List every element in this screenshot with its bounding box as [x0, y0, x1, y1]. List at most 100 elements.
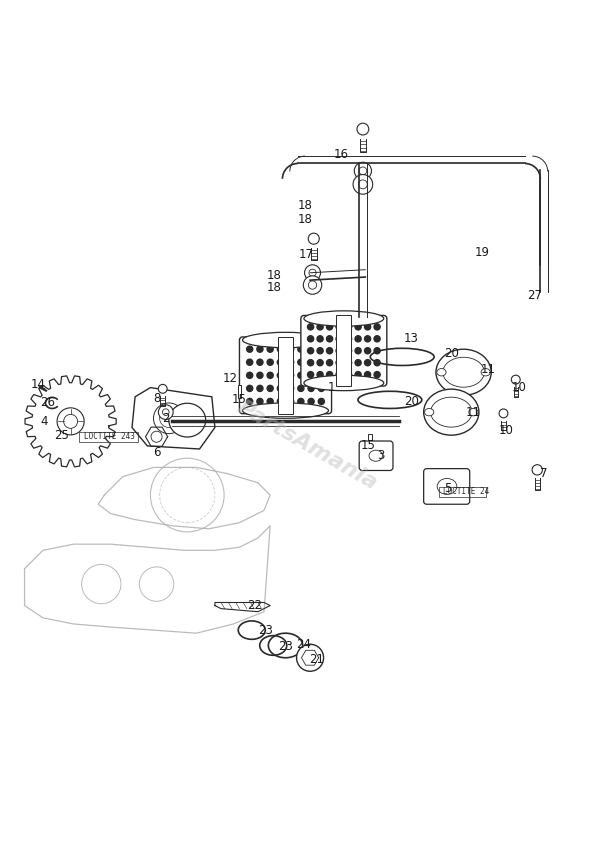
Text: 7: 7 [540, 467, 547, 480]
Text: LOCTITE 24: LOCTITE 24 [443, 487, 489, 497]
Circle shape [353, 174, 373, 194]
Text: 18: 18 [267, 268, 282, 282]
Circle shape [278, 372, 284, 379]
Circle shape [298, 386, 304, 392]
Circle shape [374, 372, 380, 378]
Circle shape [267, 372, 273, 379]
Bar [368, 433, 372, 445]
Circle shape [327, 336, 333, 342]
Circle shape [317, 336, 323, 342]
Circle shape [318, 359, 324, 365]
Circle shape [158, 404, 173, 420]
Circle shape [317, 324, 323, 330]
Circle shape [365, 336, 371, 342]
FancyBboxPatch shape [301, 315, 387, 386]
Text: 20: 20 [404, 395, 419, 408]
Circle shape [267, 386, 273, 392]
Ellipse shape [243, 403, 328, 418]
Circle shape [365, 348, 371, 354]
Circle shape [346, 336, 352, 342]
Text: 14: 14 [31, 378, 45, 391]
FancyBboxPatch shape [359, 441, 393, 470]
Bar [336, 315, 351, 386]
Text: 5: 5 [445, 482, 452, 495]
Circle shape [287, 386, 293, 392]
Ellipse shape [304, 311, 384, 327]
Circle shape [336, 336, 342, 342]
Circle shape [355, 360, 361, 366]
Bar [278, 337, 293, 414]
Text: 23: 23 [278, 640, 293, 652]
Text: 12: 12 [223, 372, 238, 385]
Text: PartsAmania: PartsAmania [233, 398, 381, 494]
Circle shape [247, 386, 253, 392]
Circle shape [298, 398, 304, 404]
Circle shape [278, 386, 284, 392]
Circle shape [374, 360, 380, 366]
Circle shape [298, 346, 304, 352]
Circle shape [327, 324, 333, 330]
Text: 18: 18 [298, 214, 313, 227]
Circle shape [287, 398, 293, 404]
Circle shape [317, 372, 323, 378]
Ellipse shape [437, 369, 446, 376]
Ellipse shape [304, 375, 384, 391]
Text: 27: 27 [527, 289, 542, 302]
Text: 26: 26 [40, 397, 55, 410]
Ellipse shape [469, 409, 478, 416]
Circle shape [267, 359, 273, 365]
Circle shape [278, 346, 284, 352]
Circle shape [247, 398, 253, 404]
Circle shape [346, 348, 352, 354]
Text: 24: 24 [297, 639, 311, 652]
Text: 10: 10 [499, 424, 514, 437]
Circle shape [359, 180, 367, 189]
Circle shape [305, 265, 321, 280]
Circle shape [355, 336, 361, 342]
Circle shape [308, 359, 314, 365]
Ellipse shape [243, 333, 328, 348]
Text: 16: 16 [333, 148, 348, 161]
Circle shape [355, 348, 361, 354]
Text: 19: 19 [475, 246, 489, 259]
Circle shape [287, 372, 293, 379]
Circle shape [308, 372, 314, 379]
Circle shape [336, 372, 342, 378]
Circle shape [303, 276, 322, 294]
Circle shape [318, 346, 324, 352]
FancyBboxPatch shape [239, 337, 332, 414]
Ellipse shape [424, 389, 479, 435]
Circle shape [336, 360, 342, 366]
Circle shape [365, 360, 371, 366]
Text: 15: 15 [361, 439, 376, 452]
Circle shape [278, 359, 284, 365]
Circle shape [317, 360, 323, 366]
Circle shape [298, 372, 304, 379]
Circle shape [355, 372, 361, 378]
Circle shape [308, 386, 314, 392]
Circle shape [317, 348, 323, 354]
Circle shape [309, 269, 316, 276]
Text: 2: 2 [162, 412, 169, 425]
Circle shape [308, 372, 314, 378]
Text: 8: 8 [154, 392, 161, 404]
Text: 6: 6 [153, 445, 160, 458]
Text: 17: 17 [298, 248, 313, 261]
Circle shape [308, 348, 314, 354]
Text: 23: 23 [258, 623, 273, 637]
Circle shape [327, 348, 333, 354]
Circle shape [257, 372, 263, 379]
Circle shape [163, 409, 169, 416]
Circle shape [308, 233, 319, 245]
Text: 21: 21 [309, 653, 324, 666]
Text: 25: 25 [54, 429, 69, 442]
Circle shape [308, 336, 314, 342]
Text: 18: 18 [267, 281, 282, 294]
Circle shape [247, 372, 253, 379]
Circle shape [257, 346, 263, 352]
Circle shape [346, 372, 352, 378]
Circle shape [267, 346, 273, 352]
Text: 11: 11 [481, 363, 495, 375]
Polygon shape [132, 387, 215, 449]
Circle shape [278, 398, 284, 404]
